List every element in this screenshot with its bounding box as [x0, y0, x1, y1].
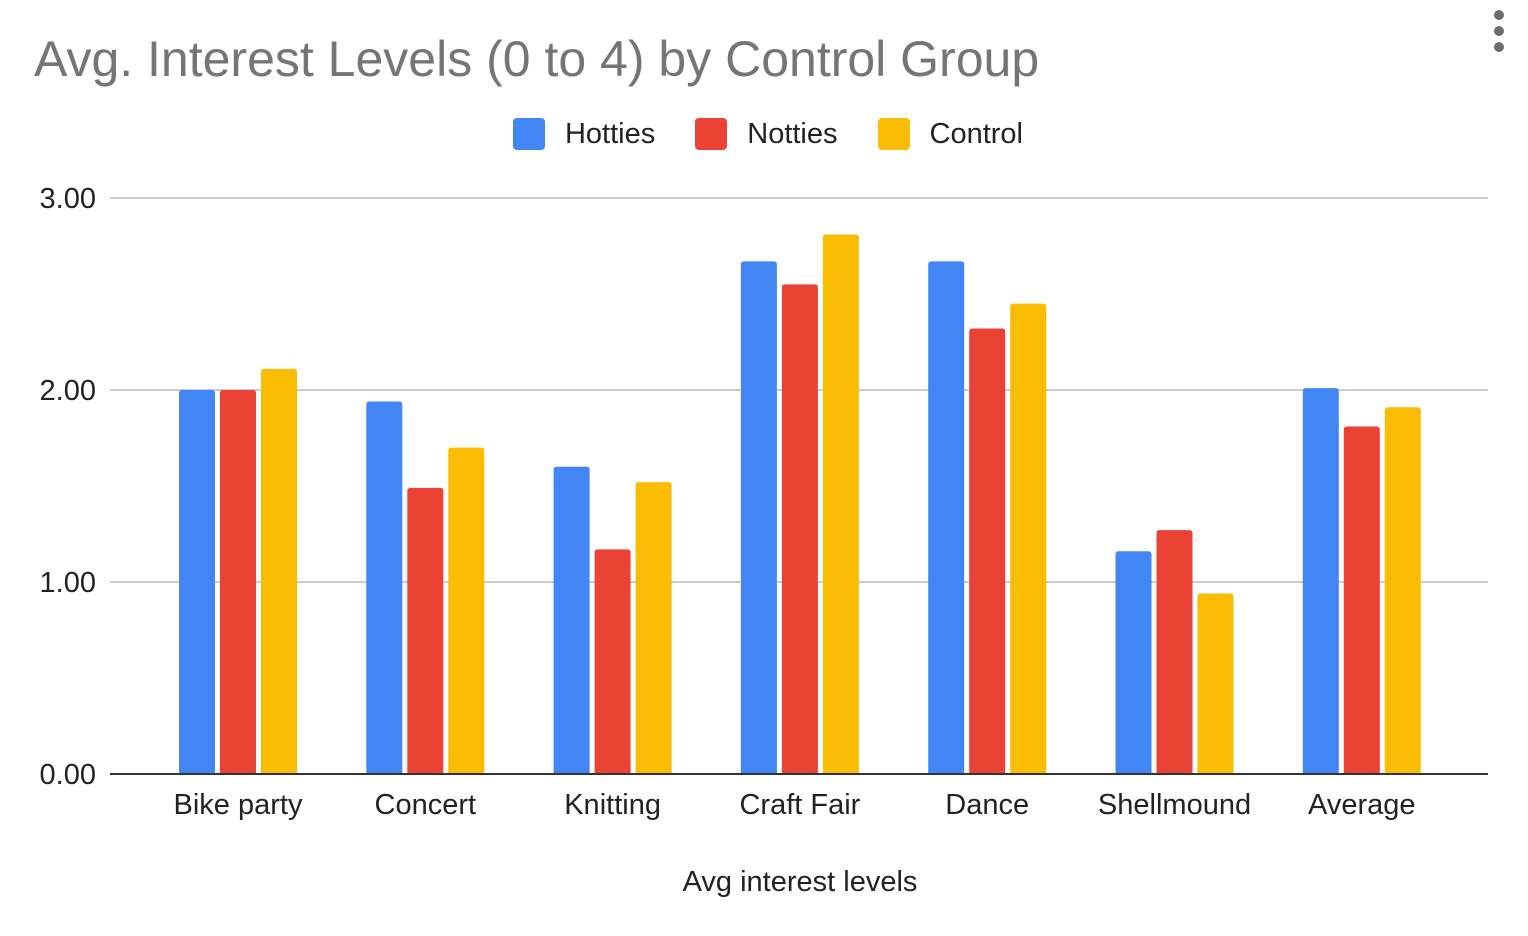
- bar-notties-bike-party: [220, 390, 256, 774]
- x-tick-label: Craft Fair: [739, 789, 860, 821]
- bar-hotties-dance: [928, 261, 965, 774]
- y-tick-label: 1.00: [40, 567, 96, 599]
- bar-hotties-bike-party: [179, 390, 215, 774]
- more-vert-icon: [1494, 10, 1504, 20]
- bar-control-knitting: [635, 482, 672, 774]
- more-vert-icon-dot: [1494, 26, 1504, 36]
- legend-swatch: [512, 118, 545, 150]
- y-tick-label: 3.00: [40, 183, 96, 215]
- bar-hotties-concert: [366, 401, 403, 774]
- bar-control-bike-party: [261, 368, 297, 774]
- bar-control-average: [1384, 407, 1421, 774]
- x-axis-title: Avg interest levels: [683, 866, 918, 898]
- x-tick-label: Bike party: [174, 789, 303, 821]
- legend-swatch: [877, 118, 910, 150]
- legend-label: Notties: [747, 117, 838, 150]
- more-vert-icon-dot: [1494, 42, 1504, 52]
- legend-item-control[interactable]: Control: [877, 117, 1024, 151]
- chart-title: Avg. Interest Levels (0 to 4) by Control…: [34, 31, 1040, 87]
- legend-item-hotties[interactable]: Hotties: [512, 117, 656, 151]
- legend-swatch: [695, 118, 728, 150]
- bar-notties-shellmound: [1156, 530, 1193, 774]
- legend-item-notties[interactable]: Notties: [695, 117, 838, 151]
- bar-hotties-average: [1302, 388, 1339, 774]
- y-tick-label: 0.00: [40, 759, 96, 791]
- chart-legend: Hotties Notties Control: [0, 112, 1528, 156]
- x-tick-label: Average: [1308, 789, 1416, 821]
- bar-control-dance: [1010, 303, 1047, 774]
- bar-hotties-craft-fair: [740, 261, 777, 774]
- bar-notties-craft-fair: [781, 284, 818, 774]
- bar-control-craft-fair: [822, 234, 859, 775]
- bar-notties-average: [1343, 426, 1380, 774]
- y-tick-label: 2.00: [40, 375, 96, 407]
- bar-notties-knitting: [594, 549, 631, 774]
- bar-control-shellmound: [1197, 593, 1234, 774]
- x-tick-label: Concert: [375, 789, 477, 821]
- x-tick-label: Shellmound: [1098, 789, 1251, 821]
- x-tick-label: Knitting: [564, 789, 661, 821]
- legend-label: Control: [929, 117, 1024, 150]
- legend-label: Hotties: [564, 117, 656, 150]
- x-tick-label: Dance: [945, 789, 1029, 821]
- bar-control-concert: [448, 447, 485, 774]
- bar-notties-dance: [969, 328, 1006, 774]
- bar-hotties-shellmound: [1115, 551, 1152, 774]
- bar-hotties-knitting: [553, 466, 590, 774]
- bar-notties-concert: [407, 487, 444, 774]
- chart-menu-button[interactable]: [1482, 6, 1518, 56]
